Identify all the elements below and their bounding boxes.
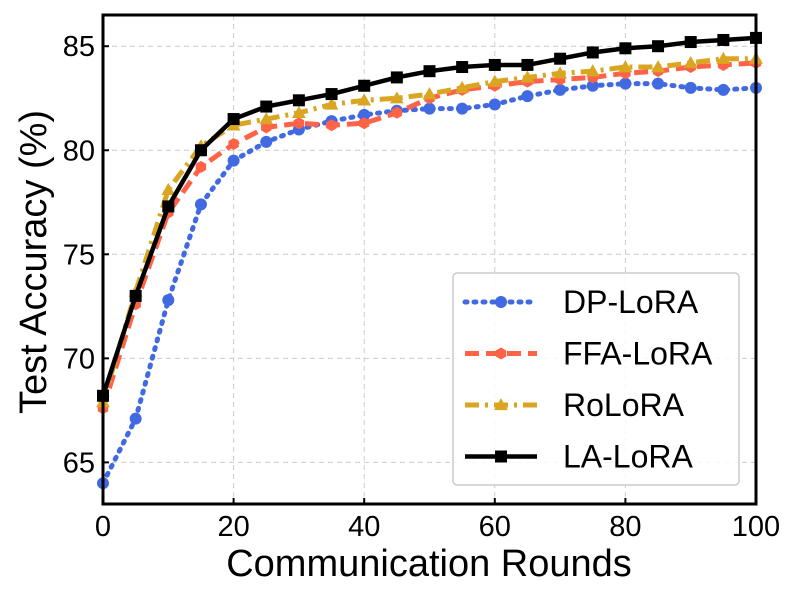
legend-label-dp-lora: DP-LoRA — [563, 284, 699, 320]
y-tick-label: 70 — [63, 343, 95, 375]
data-point-la-lora — [652, 40, 665, 53]
data-point-la-lora — [521, 58, 534, 71]
legend-entry-rolora: RoLoRA — [465, 387, 685, 423]
data-point-ffa-lora — [391, 106, 403, 119]
legend: DP-LoRA FFA-LoRA RoLoRA LA-LoRA — [452, 272, 740, 486]
data-point-dp-lora — [260, 135, 273, 148]
data-point-rolora — [683, 55, 698, 69]
data-point-dp-lora — [488, 98, 501, 111]
data-point-dp-lora — [423, 102, 436, 115]
data-point-rolora — [324, 97, 339, 110]
legend-label-la-lora: LA-LoRA — [563, 439, 694, 475]
data-point-rolora — [357, 93, 372, 106]
data-point-dp-lora — [456, 102, 469, 115]
legend-entry-la-lora: LA-LoRA — [465, 439, 694, 475]
data-point-la-lora — [129, 289, 142, 302]
data-point-rolora — [389, 91, 404, 104]
x-tick-label: 0 — [95, 511, 111, 543]
data-point-ffa-lora — [326, 119, 337, 132]
data-point-rolora — [487, 74, 502, 87]
data-point-dp-lora — [717, 83, 730, 96]
data-point-la-lora — [456, 61, 469, 74]
data-point-rolora — [520, 70, 535, 83]
data-point-ffa-lora — [293, 117, 305, 130]
data-point-la-lora — [390, 71, 403, 84]
data-point-rolora — [716, 51, 731, 64]
data-point-rolora — [292, 105, 306, 118]
data-point-rolora — [161, 182, 176, 195]
data-point-rolora — [585, 64, 600, 77]
legend-entry-dp-lora: DP-LoRA — [462, 284, 699, 320]
x-axis-label: Communication Rounds — [226, 543, 632, 585]
data-point-dp-lora — [554, 83, 567, 96]
data-point-rolora — [259, 112, 274, 125]
legend-marker-rolora — [494, 398, 508, 411]
y-tick-label: 85 — [63, 31, 95, 63]
data-point-dp-lora — [162, 294, 175, 307]
data-point-dp-lora — [619, 77, 632, 90]
data-point-dp-lora — [194, 198, 207, 211]
plot-series — [96, 31, 763, 490]
data-point-la-lora — [227, 113, 240, 126]
y-tick-label: 75 — [63, 239, 95, 271]
data-point-la-lora — [325, 88, 338, 101]
y-tick-label: 80 — [63, 135, 95, 167]
data-point-dp-lora — [684, 81, 697, 94]
x-tick-label: 80 — [609, 511, 641, 543]
legend-box — [452, 272, 740, 486]
data-point-rolora — [455, 80, 470, 94]
data-point-la-lora — [423, 65, 436, 78]
data-point-la-lora — [162, 200, 175, 213]
data-point-rolora — [651, 60, 665, 73]
data-point-la-lora — [619, 42, 632, 55]
legend-marker-ffa-lora — [495, 347, 507, 360]
data-point-la-lora — [488, 58, 501, 71]
data-point-la-lora — [292, 94, 305, 107]
legend-marker-la-lora — [495, 450, 507, 463]
legend-entry-ffa-lora: FFA-LoRA — [465, 336, 713, 372]
x-tick-label: 40 — [348, 511, 380, 543]
axis-ticks: 0 20 40 60 80 100 65 70 75 80 85 — [63, 31, 780, 543]
data-point-ffa-lora — [195, 160, 207, 173]
legend-label-rolora: RoLoRA — [563, 387, 685, 423]
x-tick-label: 100 — [732, 511, 780, 543]
legend-marker-dp-lora — [495, 296, 507, 308]
data-point-la-lora — [684, 36, 697, 49]
data-point-la-lora — [260, 100, 273, 113]
data-point-la-lora — [358, 79, 371, 92]
data-point-dp-lora — [358, 108, 371, 121]
data-point-rolora — [553, 66, 567, 79]
data-point-dp-lora — [521, 90, 534, 103]
data-point-la-lora — [194, 144, 207, 157]
data-point-ffa-lora — [228, 138, 239, 151]
data-point-ffa-lora — [261, 121, 272, 134]
data-point-rolora — [422, 87, 437, 100]
data-point-ffa-lora — [359, 117, 370, 130]
data-point-dp-lora — [227, 154, 240, 167]
series-la-lora — [97, 31, 762, 402]
data-point-rolora — [618, 60, 633, 73]
x-tick-label: 60 — [479, 511, 511, 543]
y-tick-label: 65 — [63, 447, 95, 479]
data-point-la-lora — [554, 52, 567, 65]
data-point-dp-lora — [652, 77, 665, 90]
plot-frame — [101, 13, 758, 506]
data-point-dp-lora — [586, 79, 599, 92]
data-point-la-lora — [586, 46, 599, 59]
x-tick-label: 20 — [217, 511, 249, 543]
data-point-la-lora — [717, 33, 730, 46]
legend-label-ffa-lora: FFA-LoRA — [563, 336, 713, 372]
data-point-dp-lora — [129, 412, 142, 425]
y-axis-label: Test Accuracy (%) — [13, 110, 55, 414]
